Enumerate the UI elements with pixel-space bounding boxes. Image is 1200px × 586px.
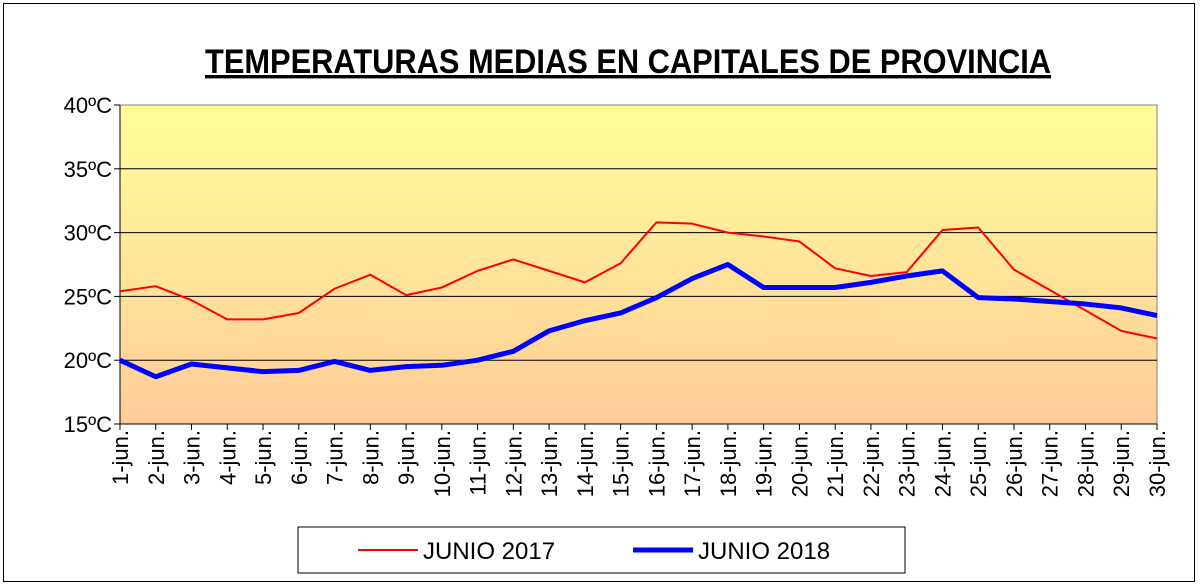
x-tick-label: 13-jun. <box>537 430 562 497</box>
y-tick-label: 30ºC <box>64 221 113 246</box>
legend-label-2018: JUNIO 2018 <box>698 538 830 565</box>
y-tick-label: 40ºC <box>64 93 113 118</box>
x-tick-label: 4-jun. <box>215 430 240 485</box>
plot-area <box>119 104 1158 425</box>
x-tick-label: 5-jun. <box>251 430 276 485</box>
x-tick-label: 16-jun. <box>644 430 669 497</box>
x-tick-label: 19-jun. <box>752 430 777 497</box>
x-tick-label: 28-jun. <box>1073 430 1098 497</box>
series-line-junio-2018 <box>118 262 1158 380</box>
x-tick-label: 23-jun. <box>895 430 920 497</box>
x-tick-label: 1-jun. <box>108 430 133 485</box>
x-tick-label: 29-jun. <box>1109 430 1134 497</box>
x-tick-label: 3-jun. <box>180 430 205 485</box>
x-tick-label: 20-jun. <box>787 430 812 497</box>
x-tick-label: 25-jun. <box>966 430 991 497</box>
y-tick-label: 35ºC <box>64 157 113 182</box>
x-tick-label: 7-jun. <box>323 430 348 485</box>
x-tick-label: 15-jun. <box>609 430 634 497</box>
x-tick-label: 2-jun. <box>144 430 169 485</box>
y-tick-label: 25ºC <box>64 284 113 309</box>
x-tick-label: 22-jun. <box>859 430 884 497</box>
series-line-junio-2017 <box>119 221 1158 340</box>
chart-frame <box>3 3 1195 582</box>
legend-label-2017: JUNIO 2017 <box>423 538 555 565</box>
chart-title: TEMPERATURAS MEDIAS EN CAPITALES DE PROV… <box>205 43 1051 81</box>
x-tick-label: 21-jun. <box>823 430 848 497</box>
x-tick-label: 27-jun. <box>1038 430 1063 497</box>
x-tick-label: 14-jun. <box>573 430 598 497</box>
x-tick-label: 11-jun. <box>466 430 491 496</box>
x-tick-label: 24-jun. <box>930 430 955 497</box>
x-tick-label: 10-jun. <box>430 430 455 497</box>
x-tick-label: 30-jun. <box>1145 430 1170 497</box>
x-tick-label: 17-jun. <box>680 430 705 497</box>
x-tick-label: 18-jun. <box>716 430 741 497</box>
x-tick-label: 26-jun. <box>1002 430 1027 497</box>
x-tick-label: 6-jun. <box>287 430 312 485</box>
x-tick-label: 12-jun. <box>501 430 526 497</box>
legend: JUNIO 2017 JUNIO 2018 <box>297 526 906 574</box>
x-tick-label: 9-jun. <box>394 430 419 485</box>
x-tick-label: 8-jun. <box>358 430 383 485</box>
y-tick-label: 15ºC <box>64 412 113 437</box>
y-tick-label: 20ºC <box>64 348 113 373</box>
